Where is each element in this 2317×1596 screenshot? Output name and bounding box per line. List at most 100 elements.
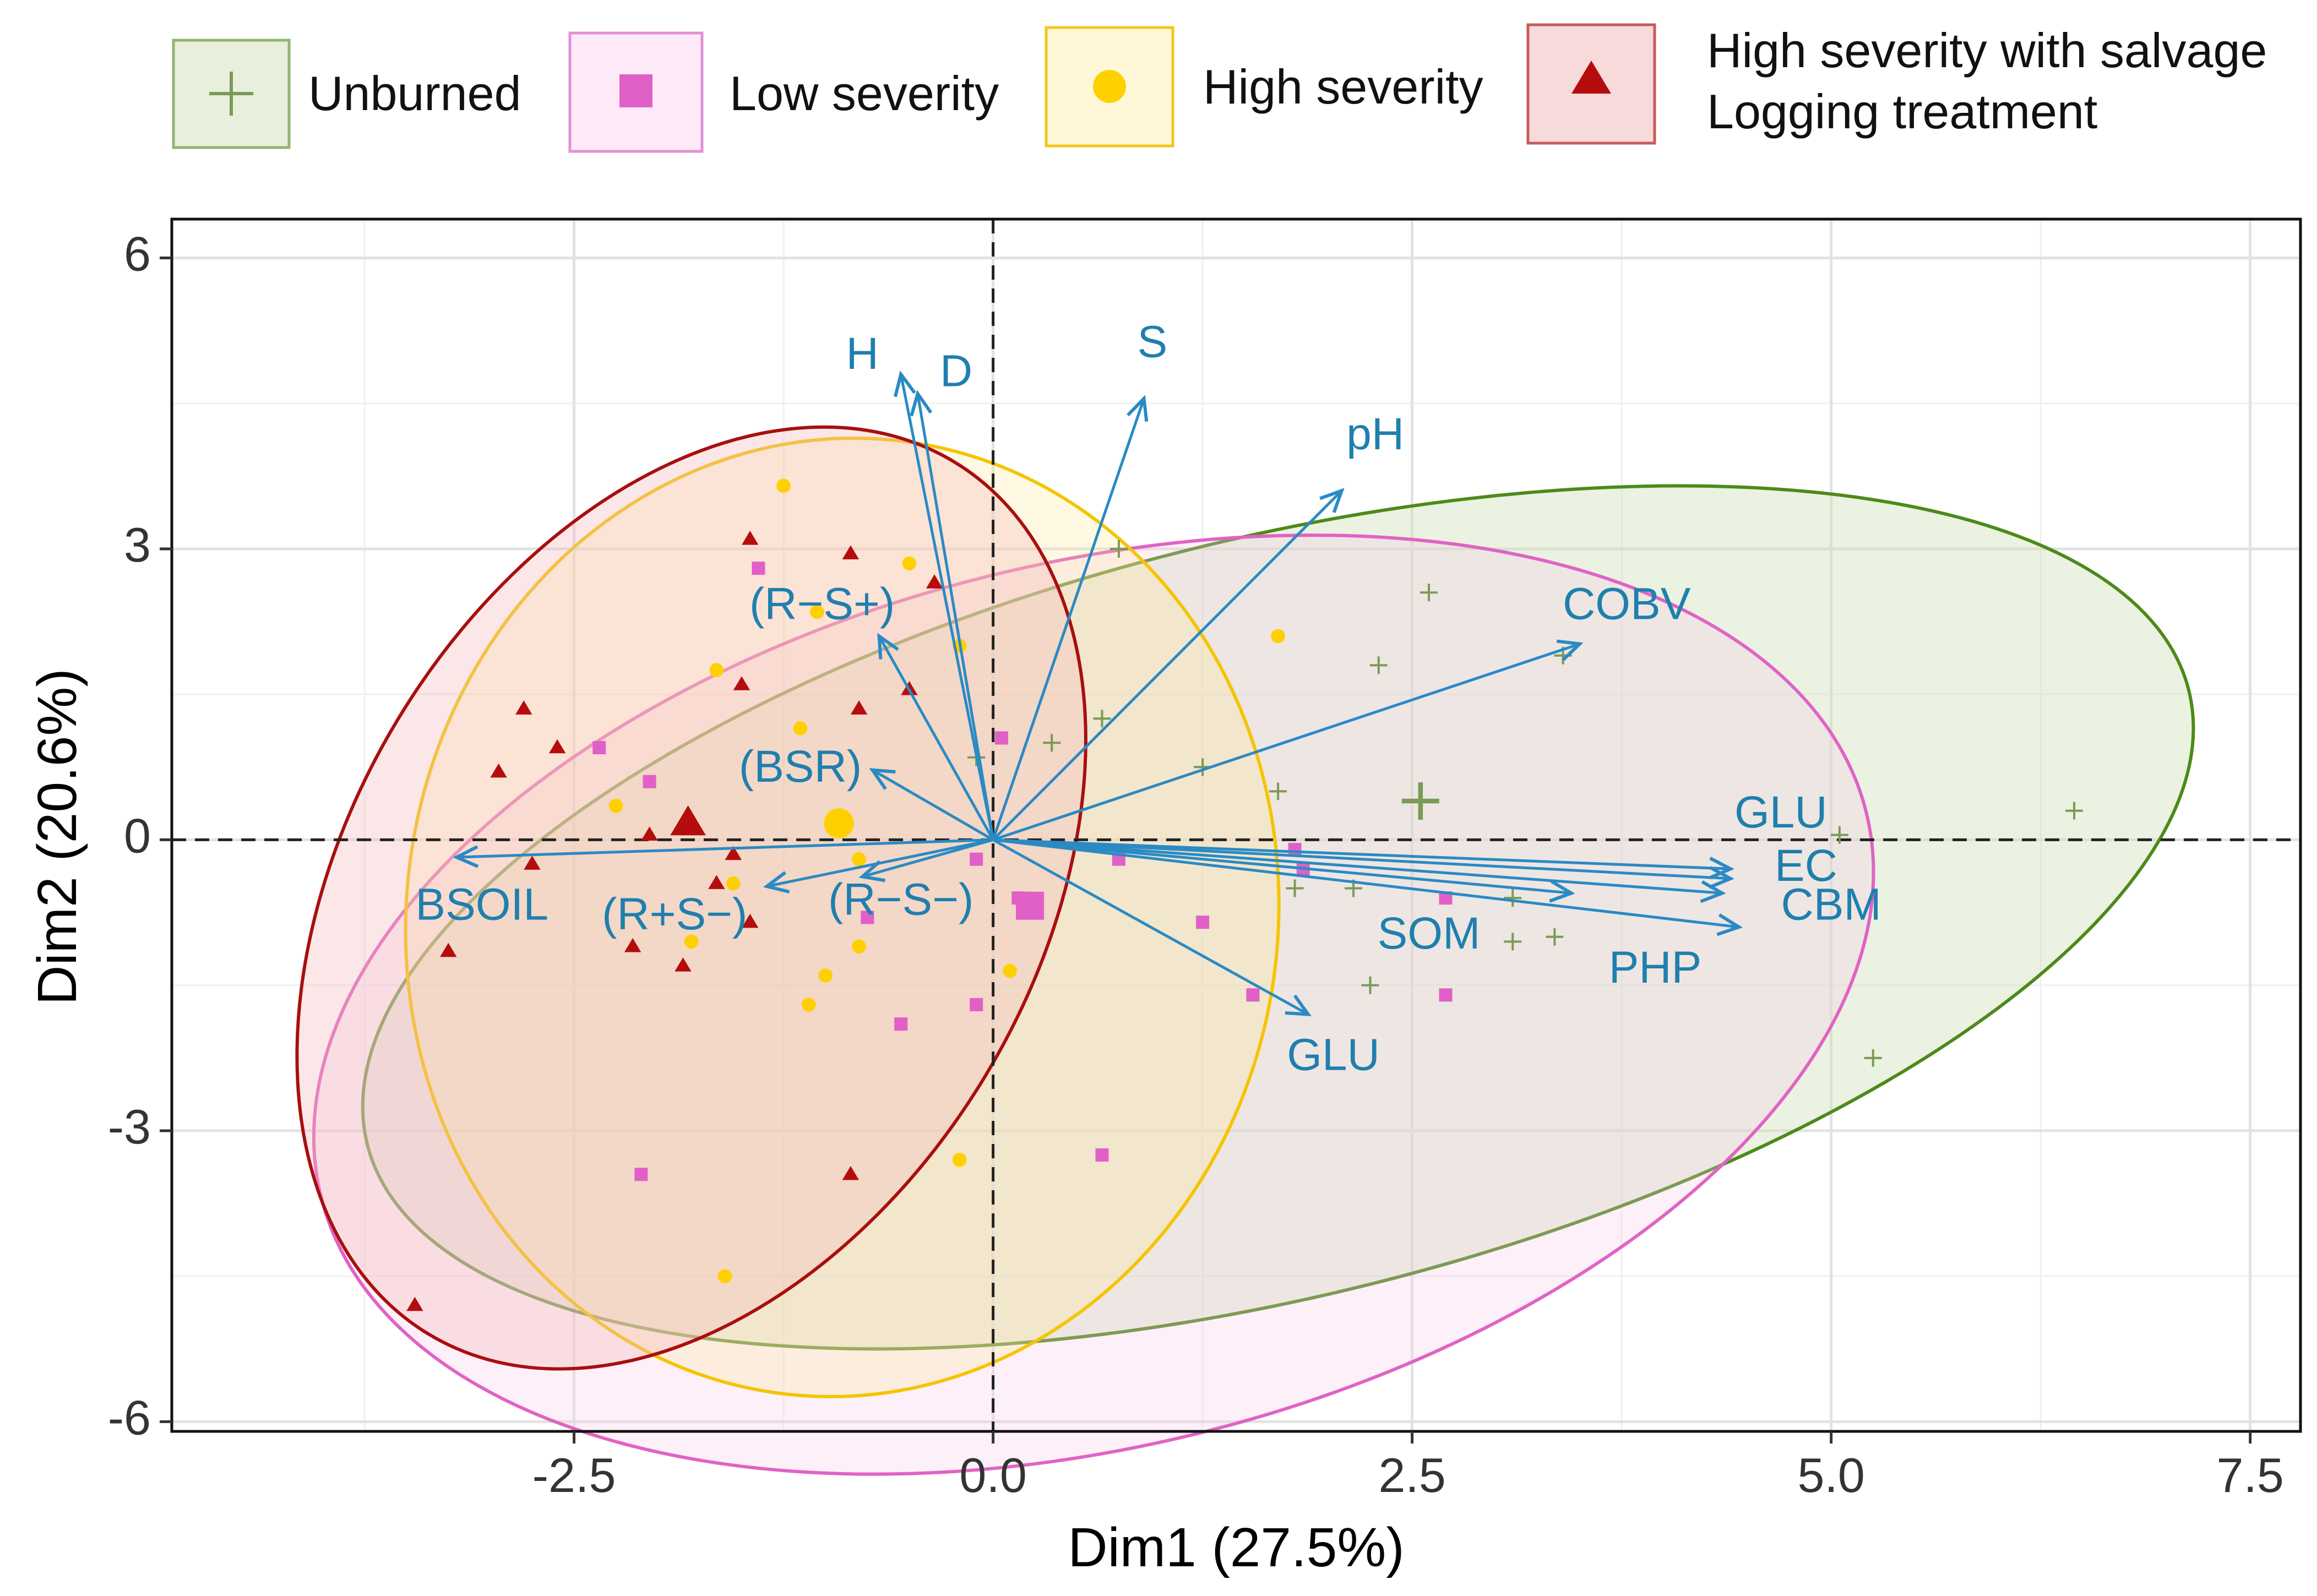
point-low [643, 775, 656, 788]
label-bsoil: BSOIL [415, 879, 548, 929]
legend-label-unburned: Unburned [308, 66, 521, 121]
point-salvage [548, 739, 566, 754]
point-unburned [1093, 710, 1111, 728]
point-low [592, 741, 606, 755]
point-salvage [926, 574, 943, 589]
point-salvage [708, 875, 725, 889]
y-tick-label: 0 [124, 809, 151, 863]
point-salvage [842, 1165, 860, 1180]
label-glu: GLU [1287, 1029, 1380, 1080]
arrow-s [992, 399, 1144, 841]
point-salvage [842, 545, 860, 559]
point-unburned [1504, 889, 1522, 907]
axis-ticks: -2.5 0.0 2.5 5.0 7.5 -6 -3 0 3 6 [108, 227, 2284, 1502]
centroid-high [824, 808, 854, 838]
legend-marker-triangle [1571, 61, 1611, 94]
arrow-cobv [992, 644, 1580, 841]
point-unburned [1361, 976, 1379, 994]
point-high [1003, 963, 1017, 978]
point-high [902, 556, 917, 571]
point-low [861, 911, 874, 924]
label-h: H [846, 329, 879, 379]
legend-marker-square [619, 74, 652, 107]
label-som: SOM [1378, 908, 1481, 958]
legend-label-low-severity: Low severity [730, 66, 999, 121]
point-low [970, 852, 983, 866]
legend-item-high-severity: High severity [1045, 26, 1483, 148]
point-unburned [1864, 1049, 1882, 1067]
point-low [894, 1017, 908, 1031]
point-salvage [490, 763, 507, 778]
point-high [709, 663, 724, 677]
point-low [1246, 988, 1260, 1002]
label-cbm: CBM [1781, 879, 1881, 929]
point-salvage [624, 938, 641, 952]
plot-frame [170, 217, 2302, 1433]
point-high [726, 876, 741, 891]
point-high [1271, 629, 1285, 644]
point-high [818, 968, 833, 983]
y-tick-label: 3 [124, 518, 151, 572]
y-tick-label: 6 [124, 227, 151, 281]
label-glu: GLU [1734, 787, 1828, 837]
point-salvage [406, 1297, 423, 1311]
point-salvage [641, 826, 658, 841]
point-high [776, 478, 791, 493]
y-tick-label: -3 [108, 1099, 151, 1154]
point-low [970, 998, 983, 1011]
x-axis-title: Dim1 (27.5%) [1068, 1517, 1404, 1578]
centroid-low [1016, 891, 1045, 920]
point-salvage [515, 700, 532, 715]
arrow-rs [879, 636, 994, 841]
point-low [1288, 843, 1302, 857]
point-low [994, 731, 1008, 745]
point-high [810, 604, 824, 619]
label-ec: EC [1775, 841, 1837, 891]
label-rs: (R−S−) [828, 875, 973, 925]
arrow-som [993, 838, 1571, 893]
arrow-bsr [872, 770, 994, 841]
confidence-ellipses [295, 425, 2195, 1476]
reference-lines [172, 219, 2300, 1431]
variable-arrows [456, 374, 1739, 1015]
point-unburned [1043, 734, 1061, 752]
point-unburned [1269, 782, 1287, 800]
point-unburned [1286, 879, 1304, 897]
point-low [634, 1168, 648, 1181]
point-salvage [440, 943, 457, 957]
point-unburned [1546, 928, 1564, 946]
ellipse-salvage [295, 425, 1087, 1371]
label-ph: pH [1346, 409, 1404, 459]
y-tick-label: -6 [108, 1391, 151, 1445]
label-php: PHP [1609, 943, 1702, 993]
legend-label-salvage-line2: Logging treatment [1707, 84, 2097, 139]
y-axis-title: Dim2 (20.6%) [26, 668, 88, 1005]
point-salvage [725, 846, 742, 860]
point-unburned [1109, 540, 1128, 558]
point-high [852, 939, 866, 954]
centroid-unburned [1401, 782, 1439, 820]
point-unburned [2065, 802, 2084, 820]
legend-item-salvage: High severity with salvage Logging treat… [1526, 23, 2267, 145]
point-low [1196, 916, 1210, 929]
point-salvage [733, 676, 750, 690]
observation-points [406, 478, 2084, 1311]
legend-label-high-severity: High severity [1203, 59, 1483, 114]
label-rs: (R+S−) [602, 889, 747, 939]
variable-labels: H DSpHCOBV(R−S+)(BSR)GLUECCBMSOMPHPGLUBSO… [415, 317, 1881, 1080]
label-bsr: (BSR) [739, 742, 862, 792]
legend-item-low-severity: Low severity [568, 31, 999, 153]
point-salvage [675, 957, 692, 972]
label-cobv: COBV [1563, 579, 1691, 629]
point-high [852, 852, 866, 867]
point-unburned [1504, 933, 1522, 951]
x-tick-label: 5.0 [1797, 1448, 1864, 1502]
legend-marker-circle [1093, 70, 1126, 103]
x-tick-label: 2.5 [1378, 1448, 1445, 1502]
x-tick-label: 7.5 [2217, 1448, 2284, 1502]
arrow-glu [993, 838, 1731, 869]
arrow-ec [993, 838, 1731, 878]
grid [172, 219, 2300, 1431]
point-unburned [1369, 656, 1388, 674]
label-d: D [940, 346, 972, 396]
